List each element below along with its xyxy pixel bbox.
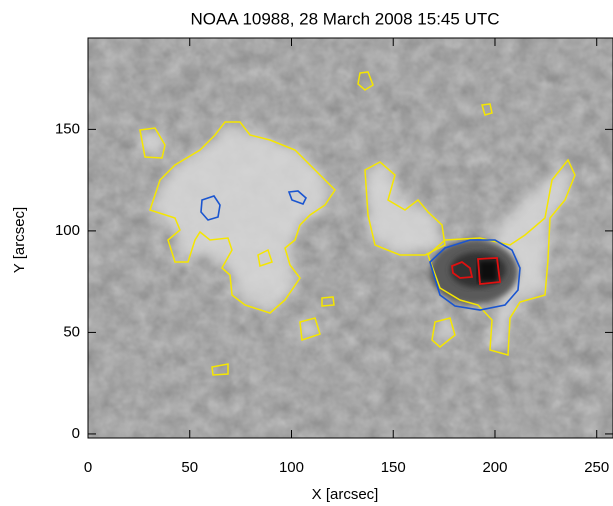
x-axis-label: X [arcsec] bbox=[312, 486, 379, 503]
x-tick-label: 50 bbox=[181, 459, 198, 476]
y-axis-label: Y [arcsec] bbox=[11, 207, 28, 273]
solar-image bbox=[88, 38, 613, 438]
x-tick-label: 150 bbox=[381, 459, 406, 476]
y-tick-label: 150 bbox=[55, 120, 80, 137]
x-tick-label: 250 bbox=[584, 459, 609, 476]
x-tick-label: 100 bbox=[279, 459, 304, 476]
y-tick-label: 50 bbox=[63, 323, 80, 340]
chart-title: NOAA 10988, 28 March 2008 15:45 UTC bbox=[190, 9, 499, 28]
y-tick-label: 100 bbox=[55, 222, 80, 239]
x-tick-label: 0 bbox=[84, 459, 92, 476]
y-tick-label: 0 bbox=[72, 425, 80, 442]
plot-frame bbox=[87, 37, 613, 439]
x-tick-label: 200 bbox=[482, 459, 507, 476]
